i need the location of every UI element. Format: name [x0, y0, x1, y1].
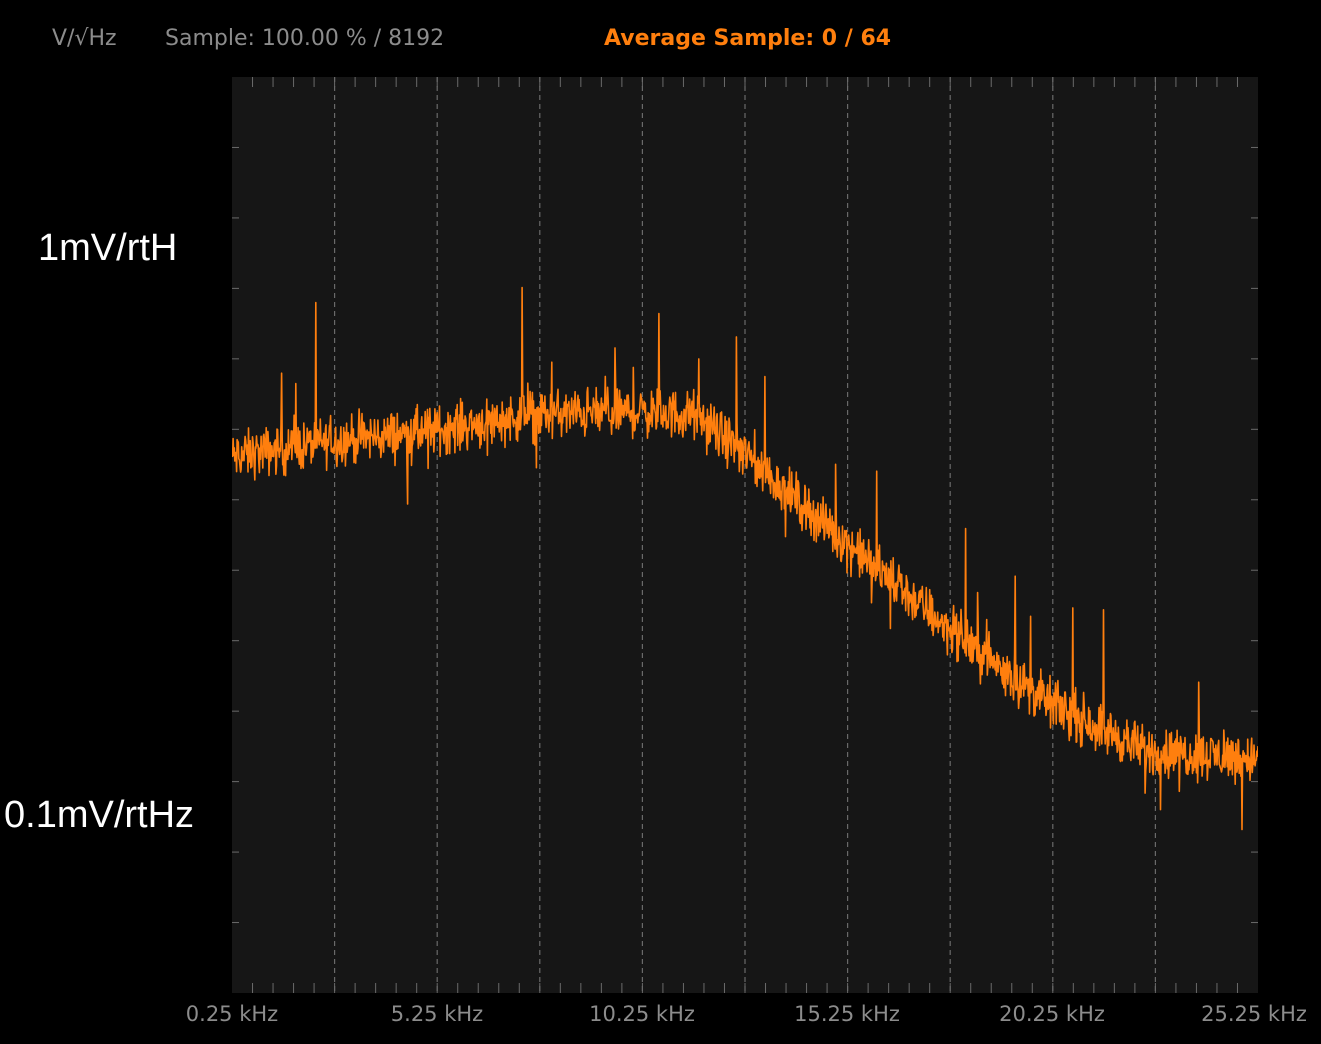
average-sample-status: Average Sample: 0 / 64 — [604, 26, 892, 51]
x-tick-label: 20.25 kHz — [999, 1002, 1105, 1026]
x-tick-label: 5.25 kHz — [390, 1002, 484, 1026]
x-tick-label: 25.25 kHz — [1201, 1002, 1307, 1026]
x-tick-label: 10.25 kHz — [589, 1002, 695, 1026]
x-tick-label: 0.25 kHz — [185, 1002, 279, 1026]
y-label-1mv: 1mV/rtH — [38, 227, 178, 269]
sample-status: Sample: 100.00 % / 8192 — [165, 26, 445, 51]
spectrum-plot[interactable] — [232, 77, 1258, 993]
spectrum-trace — [232, 286, 1258, 831]
trace-layer — [232, 286, 1258, 831]
axis-minor-ticks — [232, 77, 1258, 993]
unit-label: V/√Hz — [52, 26, 117, 51]
y-label-0-1mv: 0.1mV/rtHz — [4, 794, 195, 836]
x-tick-label: 15.25 kHz — [794, 1002, 900, 1026]
plot-background — [232, 77, 1258, 993]
